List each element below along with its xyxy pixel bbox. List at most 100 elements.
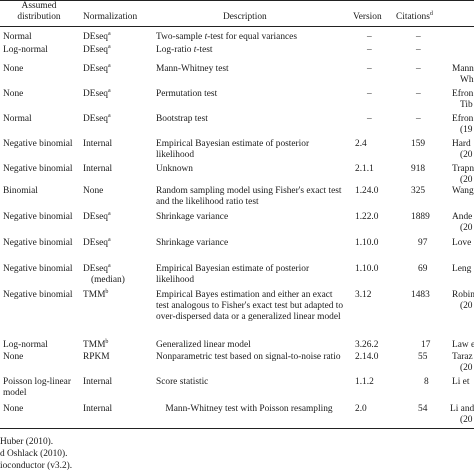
cell-reference-cont: (20 bbox=[460, 363, 473, 373]
cell-version: 1.24.0 bbox=[355, 186, 379, 196]
cell-reference: Robin bbox=[452, 290, 474, 300]
footnote: ioconductor (v3.2). bbox=[0, 461, 73, 471]
cell-normalization: DEseqa bbox=[83, 237, 111, 248]
cell-description: Shrinkage variance bbox=[156, 212, 229, 222]
cell-reference: Efron bbox=[452, 114, 474, 124]
cell-citations: 1483 bbox=[411, 290, 430, 300]
cell-version: 3.26.2 bbox=[355, 340, 379, 350]
cell-reference-cont: (20 bbox=[460, 150, 473, 160]
cell-citations: 17 bbox=[421, 340, 431, 350]
footnote: Huber (2010). bbox=[0, 437, 54, 447]
cell-normalization: DEseqa bbox=[83, 211, 111, 222]
cell-version: – bbox=[367, 32, 372, 42]
cell-version: – bbox=[367, 114, 372, 124]
cell-version: – bbox=[367, 45, 372, 55]
cell-reference: Li et bbox=[452, 377, 470, 387]
cell-normalization: DEseqa bbox=[83, 63, 111, 74]
cell-distribution: Negative binomial bbox=[3, 212, 73, 222]
cell-reference-cont: (20 bbox=[460, 415, 473, 425]
cell-reference-cont: Tib bbox=[460, 100, 473, 110]
cell-distribution: Log-normal bbox=[3, 340, 48, 350]
cell-citations: 55 bbox=[418, 352, 428, 362]
cell-distribution: None bbox=[3, 352, 24, 362]
table-top-rule bbox=[0, 0, 474, 1]
cell-description: Mann-Whitney test with Poisson resamplin… bbox=[165, 404, 333, 414]
cell-distribution: Poisson log-linear model bbox=[3, 377, 71, 398]
cell-version: 3.12 bbox=[355, 290, 372, 300]
cell-reference: Love bbox=[452, 238, 472, 248]
cell-distribution: Negative binomial bbox=[3, 139, 73, 149]
header-rule bbox=[0, 26, 474, 27]
cell-normalization: Internal bbox=[83, 404, 113, 414]
cell-normalization: None bbox=[83, 186, 104, 196]
cell-distribution: Log-normal bbox=[3, 45, 48, 55]
cell-version: 1.10.0 bbox=[355, 264, 379, 274]
cell-normalization: DEseqa bbox=[83, 113, 111, 124]
cell-version: 1.1.2 bbox=[355, 377, 374, 387]
cell-distribution: None bbox=[3, 404, 24, 414]
header-citations-label: Citations bbox=[396, 12, 430, 22]
cell-description: Score statistic bbox=[156, 377, 209, 387]
cell-normalization: DEseqa bbox=[83, 31, 111, 42]
cell-citations: – bbox=[416, 32, 421, 42]
cell-distribution: Binomial bbox=[3, 186, 38, 196]
cell-description: Bootstrap test bbox=[156, 114, 208, 124]
cell-citations: – bbox=[416, 45, 421, 55]
cell-reference-cont: Wh bbox=[460, 75, 474, 85]
cell-reference: Trapn bbox=[452, 164, 474, 174]
cell-reference: Mann bbox=[452, 64, 474, 74]
cell-reference: Wang bbox=[452, 186, 474, 196]
footnote: d Oshlack (2010). bbox=[0, 449, 68, 459]
cell-normalization: DEseqa bbox=[83, 88, 111, 99]
cell-reference-cont: (20 bbox=[460, 223, 473, 233]
cell-citations: 97 bbox=[418, 238, 428, 248]
cell-reference-cont: (20 bbox=[460, 301, 473, 311]
cell-citations: – bbox=[416, 89, 421, 99]
header-normalization: Normalization bbox=[83, 12, 138, 22]
cell-description: Shrinkage variance bbox=[156, 238, 229, 248]
cell-normalization-note: (median) bbox=[91, 275, 125, 285]
cell-version: – bbox=[367, 64, 372, 74]
cell-description: Nonparametric test based on signal-to-no… bbox=[156, 352, 341, 362]
cell-version: 2.0 bbox=[355, 404, 367, 414]
cell-distribution: Negative binomial bbox=[3, 264, 73, 274]
cell-description: Unknown bbox=[156, 164, 193, 174]
cell-description: Permutation test bbox=[156, 89, 218, 99]
cell-normalization: DEseqa bbox=[83, 44, 111, 55]
cell-version: – bbox=[367, 89, 372, 99]
cell-description: Mann-Whitney test bbox=[156, 64, 229, 74]
cell-normalization: TMMb bbox=[83, 289, 109, 300]
header-assumed-distribution: Assumed distribution bbox=[17, 1, 61, 22]
cell-version: 1.22.0 bbox=[355, 212, 379, 222]
cell-reference: Law e bbox=[452, 340, 474, 350]
cell-reference: Hard bbox=[452, 139, 471, 149]
cell-distribution: None bbox=[3, 89, 24, 99]
cell-reference-cont: (20 bbox=[460, 175, 473, 185]
cell-version: 2.4 bbox=[355, 139, 367, 149]
cell-reference: Efron bbox=[452, 89, 474, 99]
cell-normalization: RPKM bbox=[83, 352, 110, 362]
cell-citations: 54 bbox=[418, 404, 428, 414]
cell-normalization: TMMb bbox=[83, 339, 109, 350]
cell-citations: 918 bbox=[411, 164, 426, 174]
cell-citations: 1889 bbox=[411, 212, 430, 222]
cell-description: Empirical Bayes estimation and either an… bbox=[156, 290, 344, 322]
cell-normalization: DEseqa bbox=[83, 263, 111, 274]
header-description: Description bbox=[223, 12, 267, 22]
cell-normalization: Internal bbox=[83, 139, 113, 149]
cell-citations: – bbox=[416, 114, 421, 124]
cell-distribution: Normal bbox=[3, 32, 32, 42]
cell-citations: 159 bbox=[411, 139, 426, 149]
cell-distribution: Negative binomial bbox=[3, 238, 73, 248]
cell-description: Empirical Bayesian estimate of posterior… bbox=[156, 139, 310, 160]
table-bottom-rule bbox=[0, 428, 474, 429]
cell-normalization: Internal bbox=[83, 164, 113, 174]
cell-version: 1.10.0 bbox=[355, 238, 379, 248]
cell-reference: Ande bbox=[452, 212, 473, 222]
cell-version: 2.1.1 bbox=[355, 164, 374, 174]
header-citations-sup: d bbox=[429, 11, 433, 17]
cell-normalization: Internal bbox=[83, 377, 113, 387]
cell-distribution: Negative binomial bbox=[3, 290, 73, 300]
cell-description: Generalized linear model bbox=[156, 340, 251, 350]
